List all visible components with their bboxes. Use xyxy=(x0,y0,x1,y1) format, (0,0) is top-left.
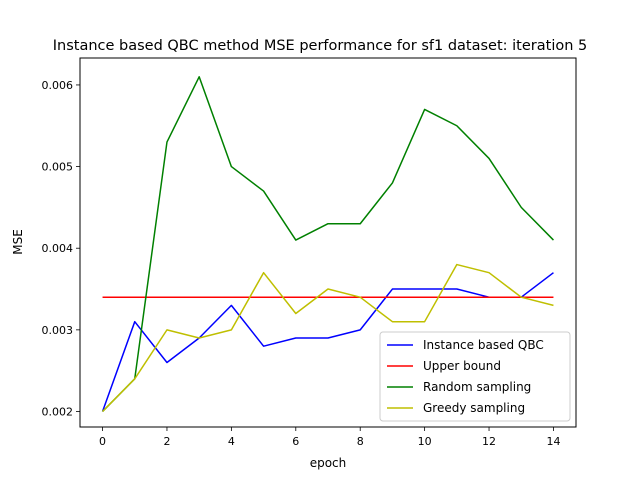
plot-frame xyxy=(79,57,577,428)
legend: Instance based QBC Upper bound Random samp… xyxy=(379,331,571,422)
y-tick-label: 0.002 xyxy=(42,405,74,418)
series-line-greedy-sampling xyxy=(102,263,554,413)
series-line-random-sampling xyxy=(102,76,554,413)
y-tick-label: 0.006 xyxy=(42,79,74,92)
y-tick-label: 0.005 xyxy=(42,161,74,174)
x-tick-label: 4 xyxy=(228,435,235,448)
legend-label: Instance based QBC xyxy=(423,338,544,352)
y-axis-label: MSE xyxy=(11,229,25,255)
x-axis: 0 2 4 6 8 10 12 14 xyxy=(99,427,560,448)
y-axis: 0.002 0.003 0.004 0.005 0.006 xyxy=(42,79,80,418)
legend-label: Upper bound xyxy=(423,359,501,373)
legend-label: Random sampling xyxy=(423,380,531,394)
x-tick-label: 2 xyxy=(163,435,170,448)
x-tick-label: 0 xyxy=(99,435,106,448)
series-line-instance-based-qbc xyxy=(101,272,554,412)
x-axis-label: epoch xyxy=(310,456,347,470)
y-tick-label: 0.003 xyxy=(42,324,74,337)
x-tick-label: 8 xyxy=(357,435,364,448)
x-tick-label: 6 xyxy=(292,435,299,448)
y-tick-label: 0.004 xyxy=(42,242,74,255)
x-tick-label: 10 xyxy=(418,435,432,448)
chart-title: Instance based QBC method MSE performanc… xyxy=(53,38,588,54)
legend-label: Greedy sampling xyxy=(423,401,525,415)
legend-box xyxy=(379,331,571,422)
x-tick-label: 12 xyxy=(482,435,496,448)
x-tick-label: 14 xyxy=(546,435,560,448)
series-layer xyxy=(101,76,554,413)
